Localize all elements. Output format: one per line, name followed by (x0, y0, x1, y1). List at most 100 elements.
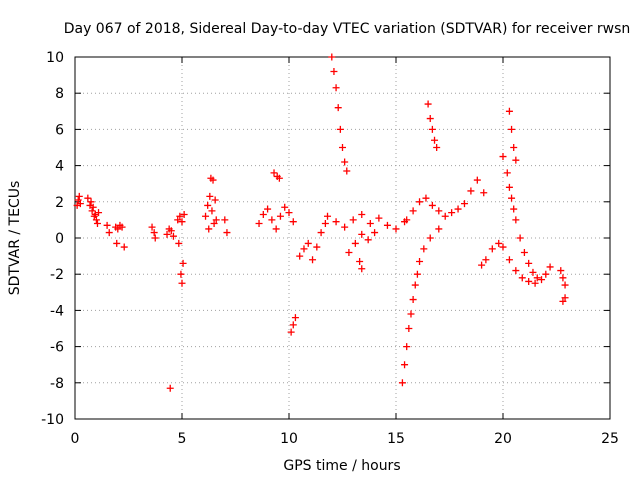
data-point (428, 201, 436, 209)
data-point (175, 239, 183, 247)
data-point (358, 210, 366, 218)
data-point (364, 236, 372, 244)
data-point (321, 220, 329, 228)
data-point (345, 248, 353, 256)
data-point (221, 216, 229, 224)
data-point (166, 384, 174, 392)
data-point (409, 207, 417, 215)
data-point (289, 218, 297, 226)
data-point (503, 169, 511, 177)
data-point (304, 239, 312, 247)
data-point (520, 248, 528, 256)
data-point (75, 192, 83, 200)
data-point (324, 212, 332, 220)
data-point (205, 225, 213, 233)
data-point (559, 274, 567, 282)
data-point (420, 245, 428, 253)
data-point (356, 258, 364, 266)
data-point (448, 209, 456, 217)
data-point (358, 265, 366, 273)
data-point (93, 220, 101, 228)
grid (75, 57, 610, 419)
data-point (74, 196, 82, 204)
data-point (336, 125, 344, 133)
data-point (281, 203, 289, 211)
data-point (330, 67, 338, 75)
chart-title: Day 067 of 2018, Sidereal Day-to-day VTE… (64, 21, 631, 37)
data-point (120, 243, 128, 251)
data-point (332, 84, 340, 92)
data-point (317, 229, 325, 237)
data-point (88, 207, 96, 215)
data-point (512, 216, 520, 224)
data-point (525, 259, 533, 267)
data-point (426, 234, 434, 242)
data-point (343, 167, 351, 175)
x-tick-label: 10 (280, 431, 298, 447)
data-point (411, 281, 419, 289)
y-tick-label: 6 (55, 122, 64, 138)
data-point (495, 239, 503, 247)
data-point (416, 198, 424, 206)
y-tick-label: 10 (46, 50, 64, 66)
data-point (488, 245, 496, 253)
data-point (179, 259, 187, 267)
data-point (114, 225, 122, 233)
data-point (512, 156, 520, 164)
data-point (366, 220, 374, 228)
data-point (289, 321, 297, 329)
data-point (272, 225, 280, 233)
x-tick-label: 5 (178, 431, 187, 447)
data-point (499, 153, 507, 161)
data-point (431, 136, 439, 144)
data-point (413, 270, 421, 278)
data-point (398, 379, 406, 387)
data-point (505, 183, 513, 191)
data-point (403, 216, 411, 224)
data-point (505, 107, 513, 115)
data-point (118, 223, 126, 231)
data-point (208, 207, 216, 215)
data-point (561, 281, 569, 289)
data-point (561, 294, 569, 302)
y-tick-label: 8 (55, 86, 64, 102)
data-point (268, 216, 276, 224)
data-point (531, 279, 539, 287)
data-point (351, 239, 359, 247)
data-point (76, 200, 84, 208)
data-point (542, 270, 550, 278)
x-tick-label: 20 (494, 431, 512, 447)
data-point (525, 277, 533, 285)
data-point (275, 174, 283, 182)
data-point (392, 225, 400, 233)
data-point (339, 144, 346, 151)
data-point (270, 169, 278, 177)
data-point (212, 216, 220, 224)
data-point (113, 239, 121, 247)
data-point (480, 189, 488, 197)
y-tick-label: -8 (50, 376, 64, 392)
x-axis-label: GPS time / hours (283, 458, 400, 474)
data-point (416, 258, 424, 266)
data-point (291, 314, 299, 322)
data-point (460, 200, 468, 208)
data-point (341, 223, 349, 231)
data-point (328, 53, 336, 61)
data-point (169, 232, 177, 240)
data-point (341, 158, 349, 166)
data-point (529, 268, 537, 276)
data-point (533, 274, 541, 282)
data-point (255, 220, 263, 228)
y-tick-label: 4 (55, 159, 64, 175)
data-point (467, 187, 475, 195)
data-point (358, 230, 366, 238)
data-point (334, 104, 342, 112)
data-point (148, 223, 156, 231)
data-point (557, 267, 565, 275)
data-point (546, 263, 554, 271)
data-point (211, 196, 219, 204)
y-tick-label: -2 (50, 267, 64, 283)
ticks: 0 5 10 15 20 25 -10 -8 -6 -4 -2 0 2 4 6 8 10 (41, 50, 619, 447)
data-point (285, 209, 293, 217)
data-point (264, 205, 272, 213)
